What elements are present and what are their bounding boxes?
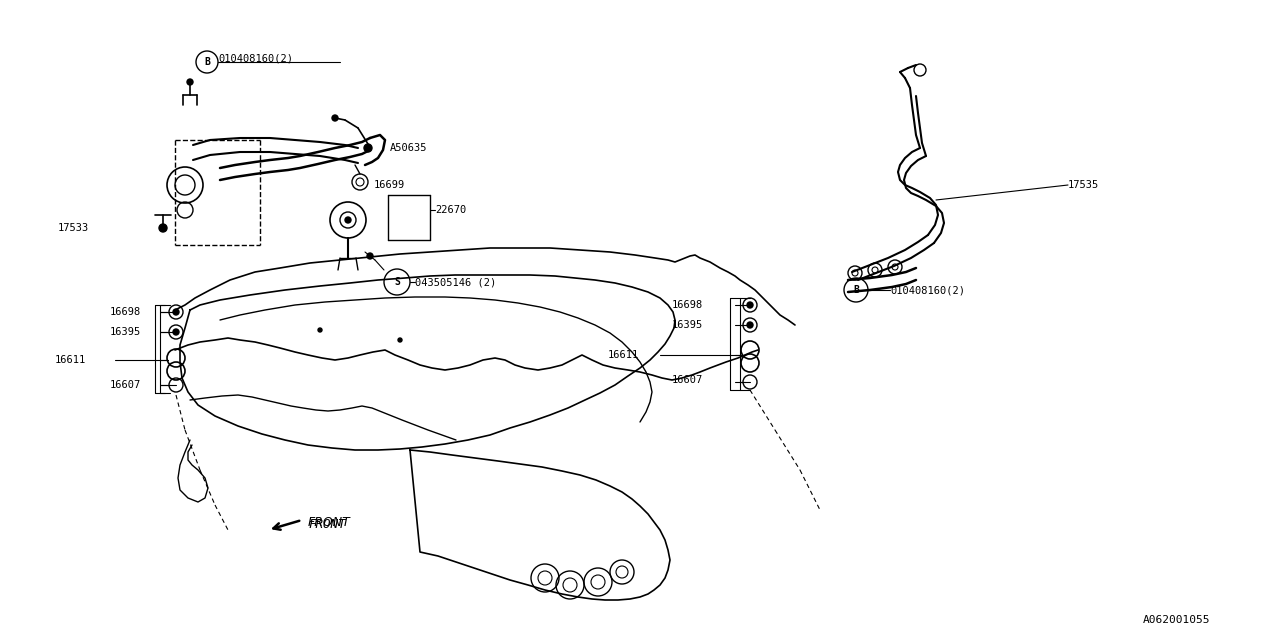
Text: 22670: 22670 <box>435 205 466 215</box>
Text: FRONT: FRONT <box>308 518 346 531</box>
Circle shape <box>173 329 179 335</box>
Text: 16607: 16607 <box>672 375 703 385</box>
Text: 16611: 16611 <box>55 355 86 365</box>
Circle shape <box>398 338 402 342</box>
Circle shape <box>748 322 753 328</box>
Text: 010408160(2): 010408160(2) <box>218 53 293 63</box>
Text: B: B <box>852 285 859 295</box>
Text: 16395: 16395 <box>110 327 141 337</box>
Circle shape <box>364 144 372 152</box>
Text: 16395: 16395 <box>672 320 703 330</box>
Circle shape <box>173 309 179 315</box>
Text: A062001055: A062001055 <box>1143 615 1210 625</box>
Text: 17535: 17535 <box>1068 180 1100 190</box>
Circle shape <box>159 224 166 232</box>
Circle shape <box>346 217 351 223</box>
Text: 17533: 17533 <box>58 223 90 233</box>
Text: S: S <box>394 277 399 287</box>
Text: 010408160(2): 010408160(2) <box>890 285 965 295</box>
Circle shape <box>367 253 372 259</box>
Circle shape <box>187 79 193 85</box>
Text: 16698: 16698 <box>110 307 141 317</box>
Text: 16607: 16607 <box>110 380 141 390</box>
Text: 043505146 (2): 043505146 (2) <box>415 277 497 287</box>
Text: B: B <box>204 57 210 67</box>
Text: A50635: A50635 <box>390 143 428 153</box>
Text: 16698: 16698 <box>672 300 703 310</box>
Text: FRONT: FRONT <box>308 515 351 529</box>
Circle shape <box>332 115 338 121</box>
Circle shape <box>748 302 753 308</box>
Text: 16611: 16611 <box>608 350 639 360</box>
Text: 16699: 16699 <box>374 180 406 190</box>
Circle shape <box>317 328 323 332</box>
